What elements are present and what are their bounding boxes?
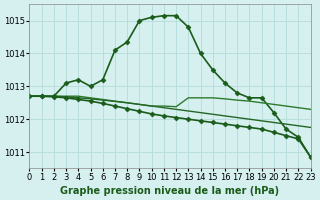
X-axis label: Graphe pression niveau de la mer (hPa): Graphe pression niveau de la mer (hPa) bbox=[60, 186, 280, 196]
